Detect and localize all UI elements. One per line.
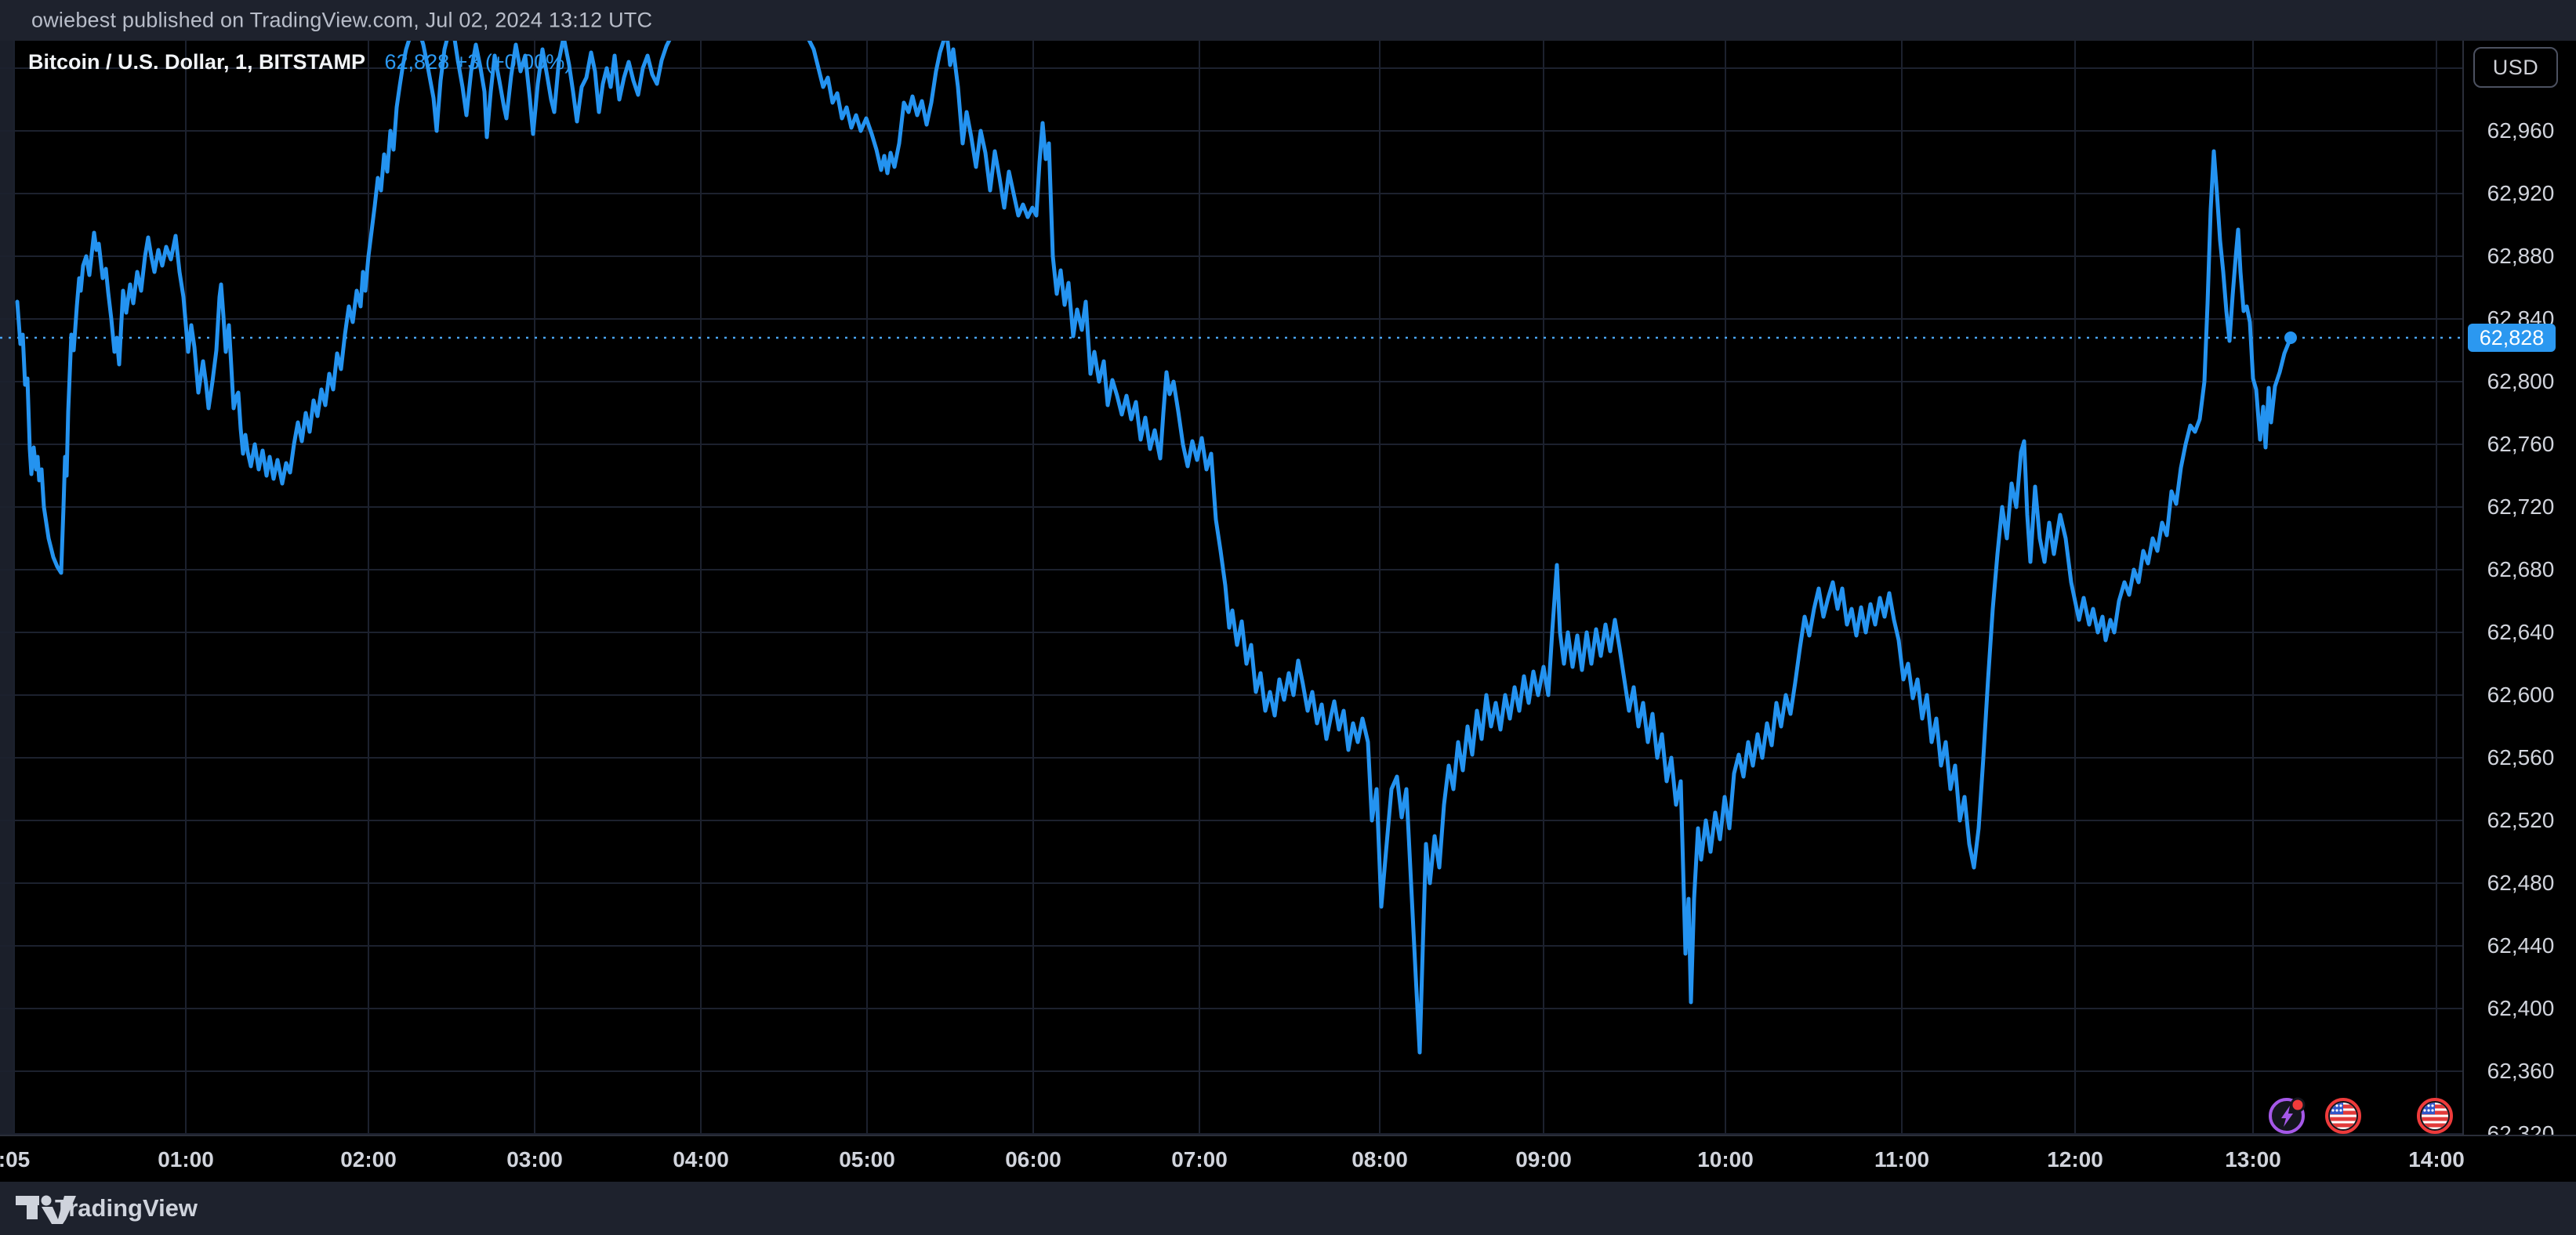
price-line-series [15,41,2293,1055]
tradingview-brand-text[interactable]: TradingView [55,1194,198,1222]
price-tick-label: 62,480 [2487,871,2555,895]
price-tick-label: 62,800 [2487,369,2555,393]
price-tick-label: 62,880 [2487,244,2555,268]
price-tick-label: 62,920 [2487,181,2555,205]
price-tick-label: 62,680 [2487,557,2555,581]
time-tick-label: 03:00 [506,1147,563,1172]
last-price-quote: 62,828 +3 (+0.00%) [384,50,572,74]
time-axis[interactable]: :05 01:00 02:00 03:00 04:00 05:00 06:00 07:00 08… [0,1135,2576,1183]
time-tick-label: :05 [0,1147,31,1172]
price-tick-label: 62,960 [2487,118,2555,143]
time-tick-label: 09:00 [1515,1147,1572,1172]
price-axis[interactable]: USD 62,960 62,920 62,880 62,840 62,800 62,760… [2462,41,2576,1182]
grid-lines [0,41,2462,1135]
symbol-title: Bitcoin / U.S. Dollar, 1, BITSTAMP [28,50,366,74]
attribution-text: owiebest published on TradingView.com, J… [31,8,653,32]
time-tick-label: 04:00 [673,1147,729,1172]
price-tick-label: 62,560 [2487,745,2555,770]
footer-bar: TradingView [0,1182,2576,1235]
price-tick-label: 62,520 [2487,808,2555,832]
last-price-badge: 62,828 [2468,324,2556,352]
price-tick-label: 62,360 [2487,1059,2555,1083]
price-tick-label: 62,600 [2487,683,2555,707]
chart-plot-area[interactable] [0,41,2462,1135]
attribution-bar: owiebest published on TradingView.com, J… [0,0,2576,41]
us-economic-event-icon[interactable] [2325,1098,2361,1134]
time-tick-label: 07:00 [1171,1147,1228,1172]
left-edge-strip [0,41,13,1135]
last-point-marker [2284,331,2297,344]
flash-event-icon[interactable] [2269,1097,2306,1134]
price-tick-label: 62,440 [2487,933,2555,958]
price-tick-label: 62,400 [2487,996,2555,1020]
time-tick-label: 06:00 [1005,1147,1061,1172]
us-economic-event-icon[interactable] [2417,1098,2453,1134]
price-tick-label: 62,640 [2487,620,2555,644]
tradingview-logo-icon[interactable] [16,1193,102,1224]
chart-legend: Bitcoin / U.S. Dollar, 1, BITSTAMP 62,82… [28,50,571,74]
time-tick-label: 08:00 [1351,1147,1408,1172]
time-tick-label: 11:00 [1874,1147,1930,1172]
time-tick-label: 05:00 [839,1147,895,1172]
time-tick-label: 01:00 [158,1147,214,1172]
time-tick-label: 13:00 [2225,1147,2281,1172]
time-tick-label: 12:00 [2047,1147,2103,1172]
time-tick-label: 02:00 [340,1147,397,1172]
time-tick-label: 10:00 [1697,1147,1754,1172]
price-tick-label: 62,720 [2487,494,2555,519]
currency-toggle-button[interactable]: USD [2473,47,2558,88]
time-tick-label: 14:00 [2408,1147,2465,1172]
price-tick-label: 62,760 [2487,432,2555,456]
